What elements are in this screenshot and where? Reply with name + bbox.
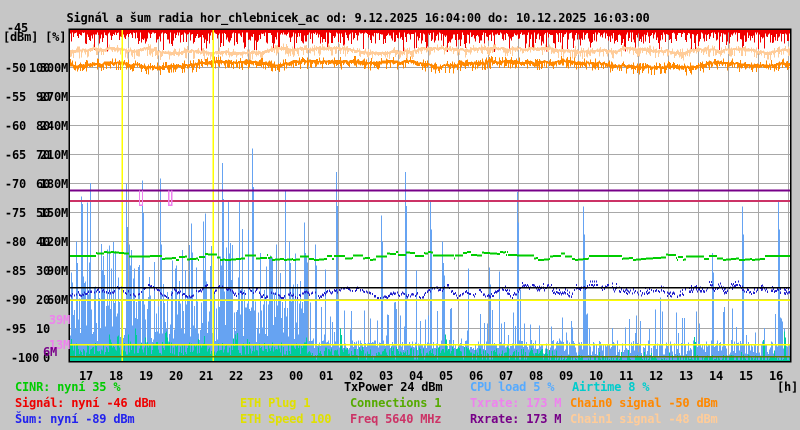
y-axis-rate-label: 180M — [39, 176, 68, 191]
y-axis-dbm-label: -55 — [4, 89, 26, 104]
y-axis-rate-label: 60M — [46, 292, 68, 307]
legend-eth-speed: ETH Speed 100 — [240, 412, 332, 426]
y-axis-rate-marker-label: 6M — [42, 344, 57, 359]
legend-cinr: CINR: nyní 35 % — [15, 380, 121, 394]
y-axis-pct-label: 60 — [35, 176, 50, 191]
legend-connections: Connections 1 — [350, 396, 442, 410]
graph-plot-area — [68, 28, 792, 363]
y-axis-pct-label: 70 — [35, 147, 50, 162]
legend-airtime: Airtime 8 % — [572, 380, 650, 394]
y-axis-pct-label: 0 — [42, 350, 50, 365]
y-axis-pct-label: 90 — [35, 89, 50, 104]
y-axis-dbm-label: -95 — [4, 321, 26, 336]
x-axis-hour-label: 11 — [618, 369, 634, 383]
legend-txrate: Txrate: 173 M — [470, 396, 562, 410]
y-axis-dbm-label: -90 — [4, 292, 26, 307]
x-axis-hour-label: 23 — [258, 369, 274, 383]
y-axis-rate-label: 90M — [46, 263, 68, 278]
x-axis-hour-label: 00 — [288, 369, 304, 383]
x-axis-hour-label: 15 — [738, 369, 754, 383]
y-axis-dbm-label: -70 — [4, 176, 26, 191]
y-axis-dbm-label: -80 — [4, 234, 26, 249]
x-axis-hour-label: 07 — [498, 369, 514, 383]
x-axis-hour-label: 06 — [468, 369, 484, 383]
y-axis-rate-label: 300M — [39, 60, 68, 75]
x-axis-hour-label: 03 — [378, 369, 394, 383]
y-axis-rate-label: 120M — [39, 234, 68, 249]
y-axis-rate-label: 150M — [39, 205, 68, 220]
x-axis-hour-label: 17 — [78, 369, 94, 383]
y-axis-rate-marker-label: 13M — [48, 337, 70, 352]
y-axis-unit-label: [dBm] [%] — [3, 30, 67, 44]
y-axis-dbm-label: -75 — [4, 205, 26, 220]
y-axis-rate-label: 240M — [39, 118, 68, 133]
y-axis-rate-marker-label: 39M — [48, 312, 70, 327]
x-axis-hour-label: 09 — [558, 369, 574, 383]
legend-txpower: TxPower 24 dBm — [344, 380, 443, 394]
x-axis-hour-label: 20 — [168, 369, 184, 383]
y-axis-dbm-label: -50 — [4, 60, 26, 75]
y-axis-dbm-label: -100 — [10, 350, 39, 365]
x-axis-hour-label: 16 — [768, 369, 784, 383]
x-axis-hour-label: 02 — [348, 369, 364, 383]
y-axis-pct-label: 80 — [35, 118, 50, 133]
legend-cpu-load: CPU load 5 % — [470, 380, 555, 394]
y-axis-dbm-label: -85 — [4, 263, 26, 278]
signal-noise-graph — [68, 28, 792, 363]
x-axis-hour-label: 18 — [108, 369, 124, 383]
x-axis-hour-label: 10 — [588, 369, 604, 383]
y-axis-dbm-label: -60 — [4, 118, 26, 133]
x-axis-unit-label: [h] — [777, 380, 799, 394]
x-axis-hour-label: 04 — [408, 369, 424, 383]
y-axis-dbm-label: -65 — [4, 147, 26, 162]
y-axis-rate-label: 270M — [39, 89, 68, 104]
y-axis-pct-label: 20 — [35, 292, 50, 307]
y-axis-pct-label: 10 — [35, 321, 50, 336]
graph-title: Signál a šum radia hor_chlebnicek_ac od:… — [66, 11, 650, 25]
legend-noise: Šum: nyní -89 dBm — [15, 412, 135, 426]
x-axis-hour-label: 14 — [708, 369, 724, 383]
y-axis-pct-label: 100 — [28, 60, 50, 75]
y-axis-top-label: -45 — [6, 21, 28, 35]
y-axis-pct-label: 40 — [35, 234, 50, 249]
y-axis-pct-label: 50 — [35, 205, 50, 220]
legend-freq: Freq 5640 MHz — [350, 412, 442, 426]
legend-eth-plug: ETH Plug 1 — [240, 396, 311, 410]
legend-chain0: Chain0 signal -50 dBm — [570, 396, 718, 410]
y-axis-rate-label: 210M — [39, 147, 68, 162]
y-axis-pct-label: 30 — [35, 263, 50, 278]
x-axis-hour-label: 12 — [648, 369, 664, 383]
x-axis-hour-label: 19 — [138, 369, 154, 383]
x-axis-hour-label: 13 — [678, 369, 694, 383]
legend-chain1: Chain1 signal -48 dBm — [570, 412, 718, 426]
x-axis-hour-label: 01 — [318, 369, 334, 383]
x-axis-hour-label: 05 — [438, 369, 454, 383]
legend-signal: Signál: nyní -46 dBm — [15, 396, 156, 410]
legend-rxrate: Rxrate: 173 M — [470, 412, 562, 426]
x-axis-hour-label: 21 — [198, 369, 214, 383]
x-axis-hour-label: 22 — [228, 369, 244, 383]
x-axis-hour-label: 08 — [528, 369, 544, 383]
